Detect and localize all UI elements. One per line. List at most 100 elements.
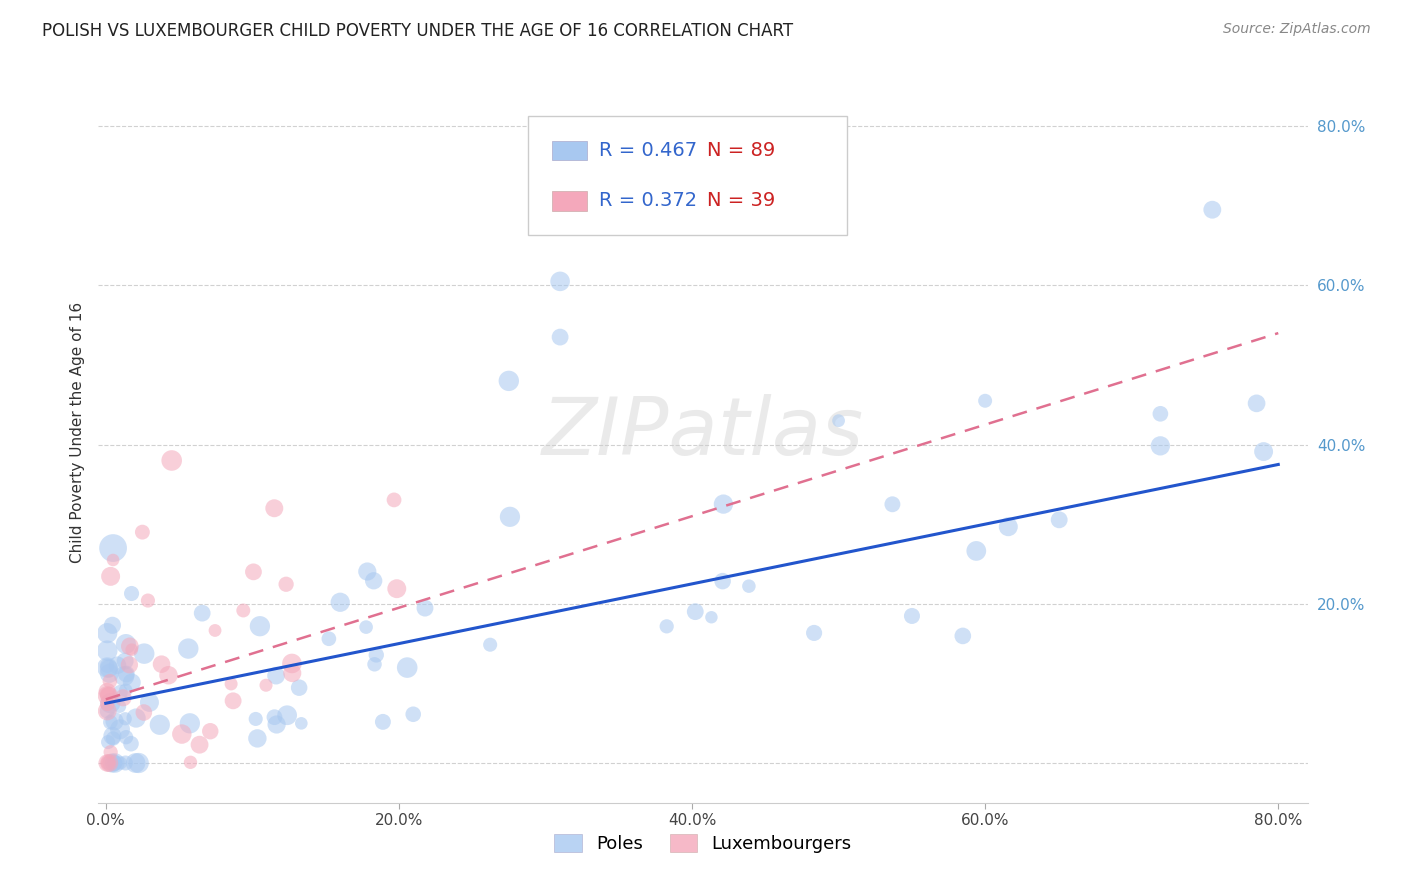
Point — [104, 756, 127, 770]
Y-axis label: Child Poverty Under the Age of 16: Child Poverty Under the Age of 16 — [69, 302, 84, 563]
Point — [263, 710, 285, 724]
Point — [121, 675, 143, 690]
Point — [1253, 444, 1275, 458]
Point — [124, 756, 146, 770]
Point — [396, 660, 419, 674]
Point — [131, 525, 153, 540]
Point — [98, 674, 121, 689]
Point — [136, 593, 159, 607]
Point — [114, 654, 136, 668]
Point — [249, 619, 271, 633]
Point — [997, 519, 1019, 533]
Point — [356, 565, 378, 579]
Point — [385, 582, 408, 596]
Point — [96, 658, 118, 673]
Point — [363, 574, 385, 588]
Point — [1047, 513, 1070, 527]
Point — [118, 640, 141, 654]
Point — [101, 729, 124, 743]
Point — [363, 657, 385, 672]
Point — [97, 735, 120, 749]
Point — [901, 609, 924, 624]
Text: POLISH VS LUXEMBOURGER CHILD POVERTY UNDER THE AGE OF 16 CORRELATION CHART: POLISH VS LUXEMBOURGER CHILD POVERTY UND… — [42, 22, 793, 40]
Point — [96, 704, 118, 718]
Point — [266, 717, 288, 731]
Point — [700, 610, 723, 624]
Point — [1201, 202, 1223, 217]
Point — [371, 714, 394, 729]
Point — [98, 689, 121, 703]
Point — [548, 274, 571, 288]
Point — [160, 453, 183, 467]
Point — [157, 668, 180, 682]
Point — [100, 569, 122, 583]
Point — [711, 574, 734, 588]
Point — [222, 694, 245, 708]
Text: N = 89: N = 89 — [707, 141, 775, 160]
Point — [264, 668, 287, 682]
Point — [245, 712, 267, 726]
Point — [101, 756, 124, 770]
Point — [96, 684, 118, 698]
Point — [191, 606, 214, 620]
Point — [107, 658, 129, 673]
Point — [952, 629, 974, 643]
Point — [96, 697, 118, 711]
Point — [134, 647, 156, 661]
Point — [108, 723, 131, 737]
Point — [1246, 396, 1268, 410]
Point — [366, 648, 388, 662]
Point — [177, 641, 200, 656]
Point — [132, 706, 155, 720]
Point — [288, 681, 311, 695]
Point — [965, 544, 987, 558]
Point — [101, 553, 124, 567]
Point — [281, 666, 304, 681]
Point — [402, 707, 425, 722]
Point — [114, 756, 136, 770]
Point — [128, 756, 150, 770]
Point — [281, 657, 304, 671]
Text: Source: ZipAtlas.com: Source: ZipAtlas.com — [1223, 22, 1371, 37]
Point — [1149, 439, 1171, 453]
Point — [138, 695, 160, 709]
Point — [96, 689, 118, 703]
Point — [96, 704, 118, 718]
Point — [100, 745, 122, 759]
Point — [114, 712, 136, 726]
Point — [110, 685, 132, 699]
Point — [121, 642, 143, 657]
Point — [98, 715, 121, 730]
Point — [149, 718, 172, 732]
Point — [548, 330, 571, 344]
Point — [803, 626, 825, 640]
Point — [98, 696, 121, 710]
Point — [329, 595, 352, 609]
Point — [179, 716, 201, 731]
Text: R = 0.467: R = 0.467 — [599, 141, 697, 160]
Point — [118, 657, 141, 672]
Point — [204, 624, 226, 638]
Point — [1149, 407, 1171, 421]
Point — [655, 619, 678, 633]
Point — [115, 667, 138, 681]
Point — [200, 724, 222, 739]
Point — [103, 731, 125, 746]
Point — [219, 677, 242, 691]
Point — [382, 492, 405, 507]
Legend: Poles, Luxembourgers: Poles, Luxembourgers — [547, 827, 859, 861]
Point — [98, 756, 121, 770]
Point — [96, 756, 118, 770]
Point — [98, 666, 121, 681]
Point — [96, 660, 118, 674]
Point — [882, 497, 904, 511]
Point — [738, 579, 761, 593]
Text: N = 39: N = 39 — [707, 192, 775, 211]
Point — [274, 577, 297, 591]
Point — [101, 541, 124, 555]
Point — [110, 756, 132, 770]
Point — [974, 393, 997, 408]
Point — [232, 603, 254, 617]
Point — [683, 605, 706, 619]
Point — [254, 678, 277, 692]
